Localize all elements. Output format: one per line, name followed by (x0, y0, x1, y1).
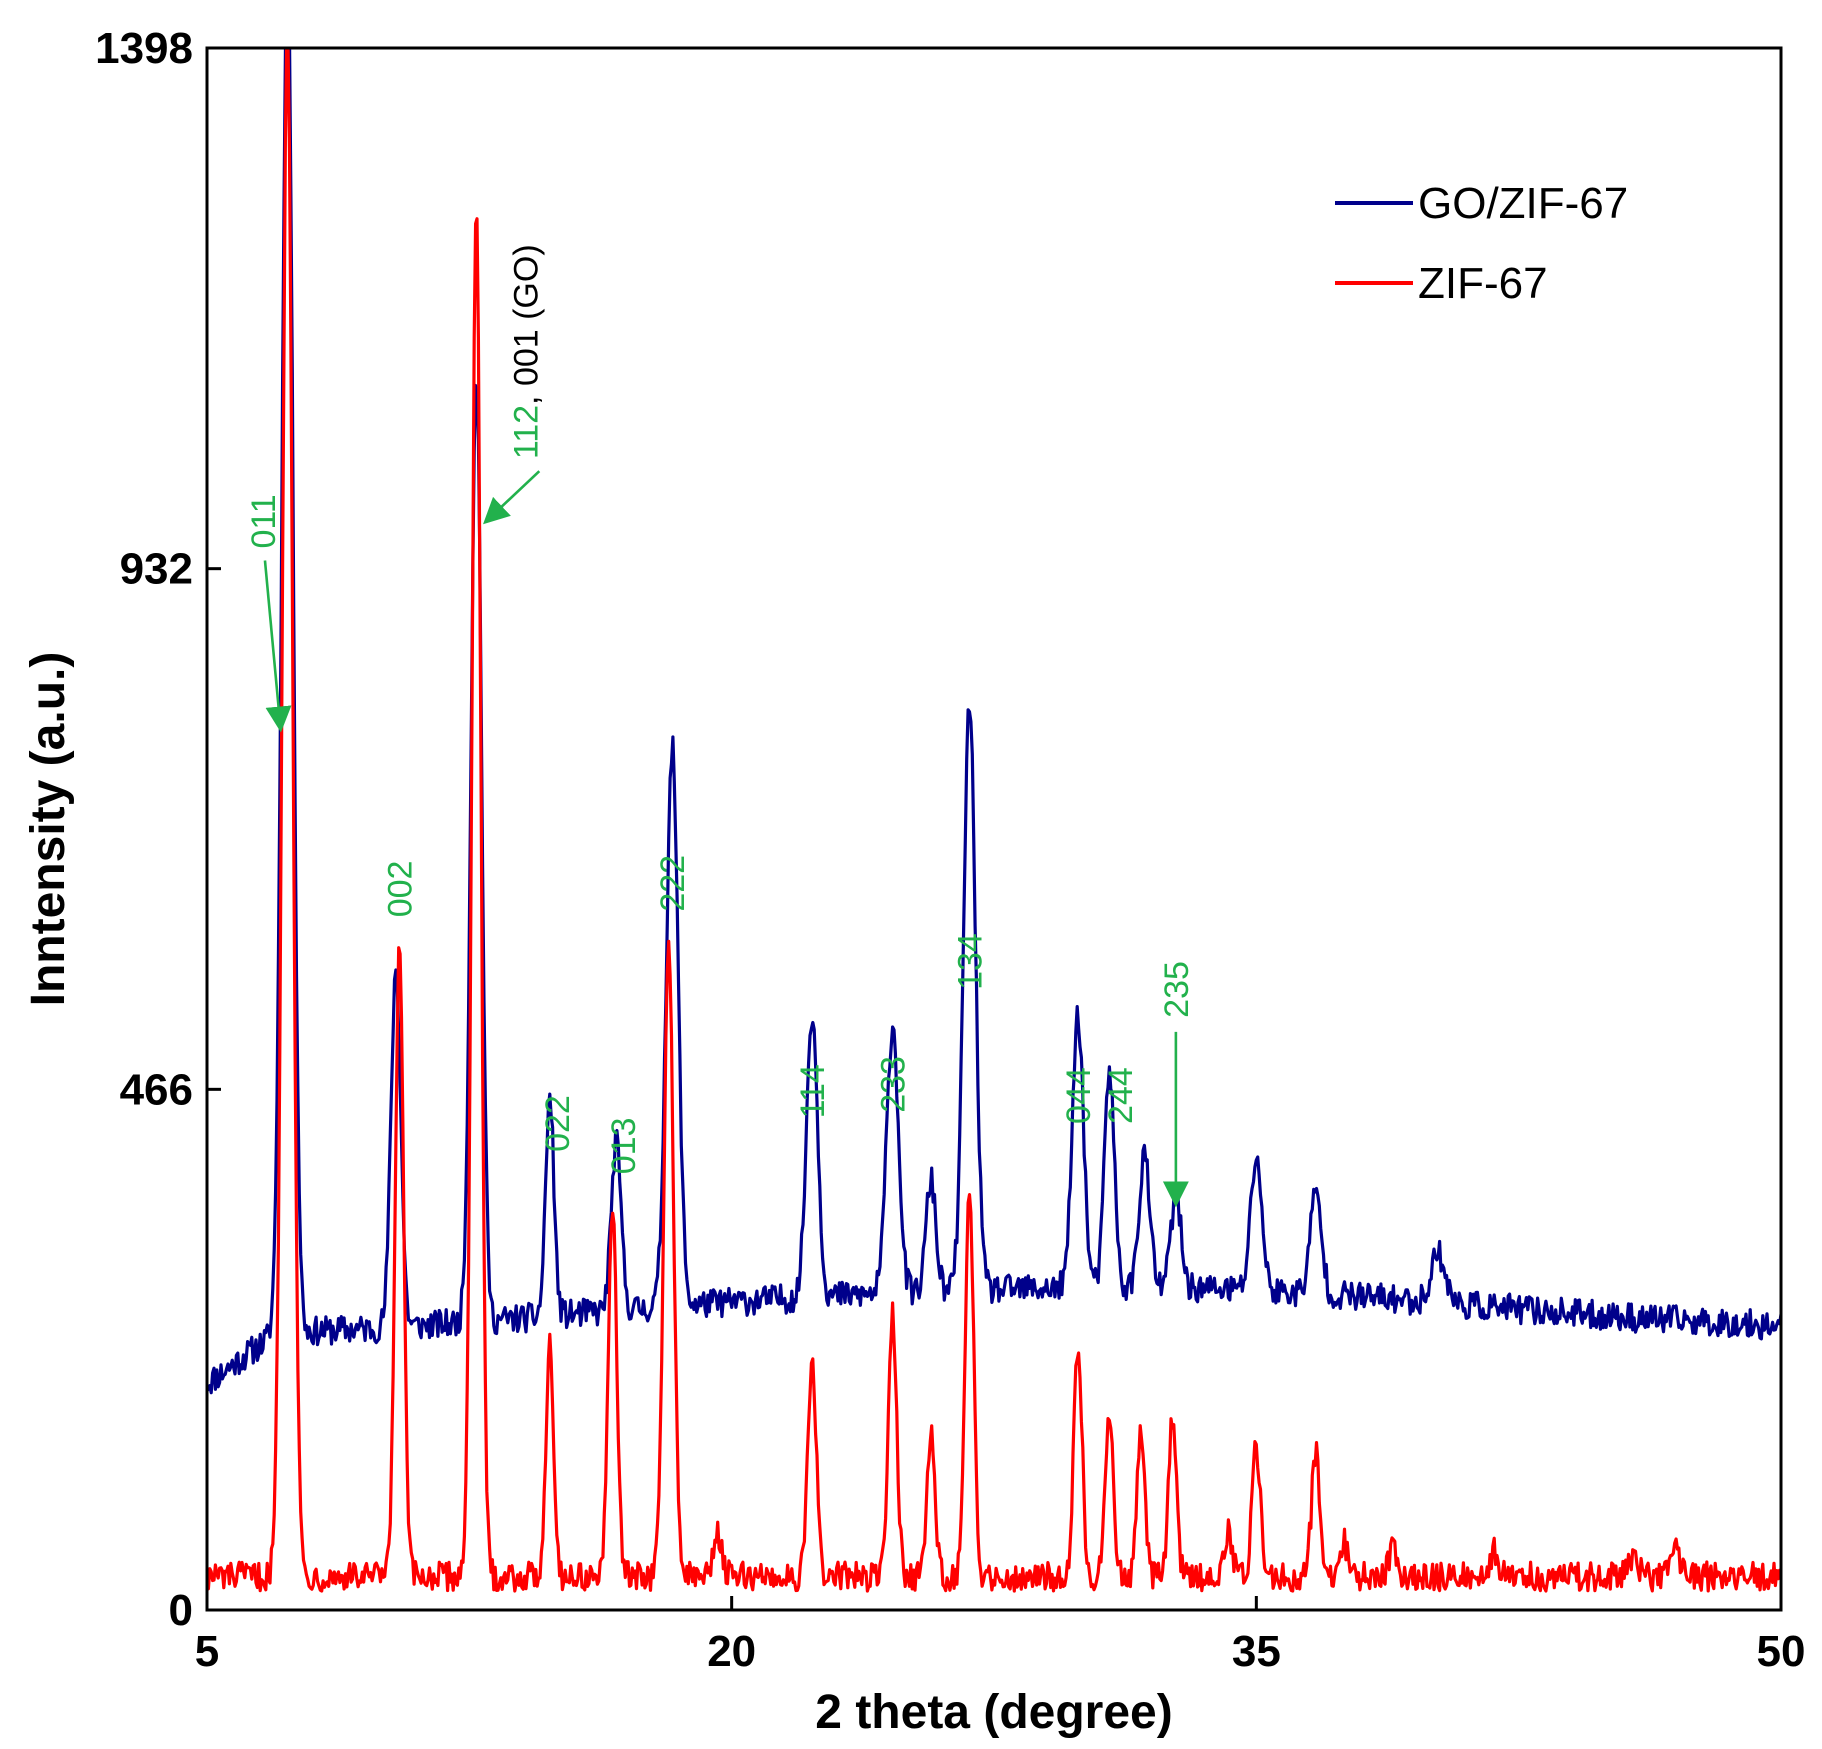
peak-arrow-011 (263, 560, 292, 733)
peak-label-022: 022 (539, 1095, 577, 1152)
x-tick-label: 20 (707, 1627, 756, 1676)
peak-label-044: 044 (1060, 1067, 1098, 1124)
peak-label-244: 244 (1102, 1067, 1140, 1124)
axes: 0 466 932 1398 5 20 35 50 2 theta (degree) Innten… (22, 24, 1805, 1739)
legend-label: GO/ZIF-67 (1418, 179, 1628, 228)
series-line-zif-67 (207, 48, 1781, 1593)
y-axis-title: Inntensity (a.u.) (22, 652, 75, 1007)
y-tick-label: 466 (120, 1065, 193, 1114)
peak-label-011: 011 (245, 494, 283, 548)
y-tick-label: 932 (120, 545, 193, 594)
peak-label-235: 235 (1158, 961, 1196, 1018)
legend: GO/ZIF-67 ZIF-67 (1335, 179, 1628, 308)
x-tick-label: 50 (1757, 1627, 1806, 1676)
peak-label-222: 222 (654, 855, 692, 912)
legend-label: ZIF-67 (1418, 259, 1548, 308)
peak-label-013: 013 (605, 1118, 643, 1175)
x-axis-title: 2 theta (degree) (815, 1686, 1172, 1739)
y-tick-label: 0 (169, 1586, 193, 1635)
peak-arrow-112 (483, 470, 541, 525)
peak-label-233: 233 (875, 1056, 913, 1113)
peak-label-002: 002 (381, 861, 419, 918)
x-tick-label: 35 (1232, 1627, 1281, 1676)
x-tick-label: 5 (195, 1627, 219, 1676)
plot-frame (205, 46, 1783, 1612)
series-layer (207, 48, 1781, 1593)
peak-label-114: 114 (794, 1064, 832, 1118)
peak-label-112: 112, 001 (GO) (507, 244, 545, 459)
peak-annotations: 011 002 112, 001 (GO) 022 013 222 114 233 134 044… (245, 244, 1196, 1208)
peak-label-134: 134 (952, 933, 990, 990)
y-tick-label: 1398 (95, 24, 193, 73)
